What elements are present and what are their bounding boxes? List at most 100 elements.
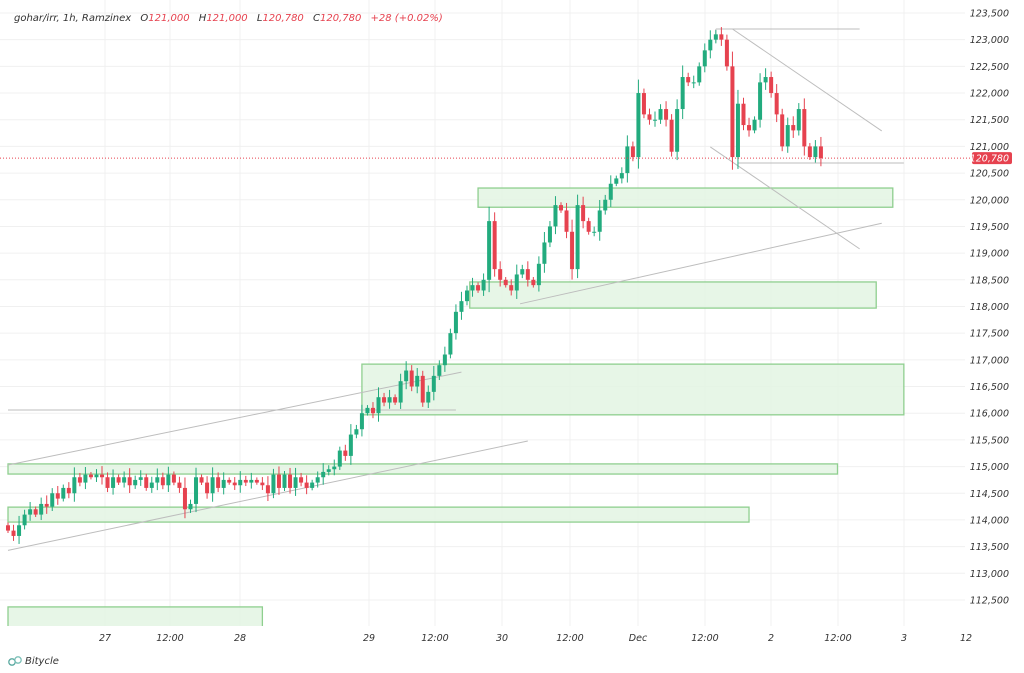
candle-up [547, 226, 552, 243]
candle-up [61, 487, 66, 499]
y-tick-label: 123,500 [970, 9, 1009, 20]
candle-down [144, 477, 149, 488]
y-tick-label: 116,000 [970, 409, 1009, 420]
candle-up [431, 375, 436, 392]
candle-down [343, 450, 348, 456]
candle-up [293, 477, 298, 488]
candle-up [210, 477, 215, 494]
candle-down [393, 397, 398, 403]
candle-up [470, 285, 475, 291]
candle-down [127, 477, 132, 486]
candle-up [315, 477, 320, 483]
x-tick-label: 29 [363, 633, 375, 644]
candle-down [664, 109, 669, 120]
candle-up [404, 370, 409, 382]
y-tick-label: 116,500 [970, 382, 1009, 393]
candle-up [785, 125, 790, 147]
candle-up [249, 479, 254, 483]
y-tick-label: 121,500 [970, 115, 1009, 126]
candle-down [88, 474, 93, 478]
candle-up [520, 269, 525, 275]
candle-down [630, 146, 635, 158]
candle-up [155, 477, 160, 483]
candle-down [724, 39, 729, 67]
low-key: L [256, 13, 263, 24]
candle-up [758, 82, 763, 120]
candle-up [354, 429, 359, 435]
candle-down [509, 285, 514, 291]
candle-up [94, 474, 99, 478]
candle-up [376, 397, 381, 414]
y-tick-label: 114,000 [970, 515, 1009, 526]
candle-down [581, 205, 586, 222]
candle-up [39, 503, 44, 515]
trend-line [732, 28, 883, 132]
bitycle-logo-icon [8, 656, 22, 666]
low-value: 120,780 [262, 13, 304, 24]
candle-down [586, 221, 591, 232]
candle-up [221, 479, 226, 488]
x-tick-label: 12:00 [824, 633, 851, 644]
candle-down [420, 375, 425, 403]
candle-down [791, 125, 796, 131]
candle-up [22, 514, 27, 526]
y-tick-label: 115,500 [970, 435, 1009, 446]
candle-up [282, 474, 287, 488]
candle-up [763, 77, 768, 83]
high-key: H [198, 13, 207, 24]
support-resistance-zone [7, 463, 839, 475]
candle-down [100, 474, 105, 478]
candle-up [321, 471, 326, 478]
x-tick-label: 3 [901, 633, 907, 644]
candle-up [514, 274, 519, 291]
candle-down [216, 477, 221, 488]
candle-down [160, 477, 165, 486]
candle-up [188, 503, 193, 510]
last-price-label: 120,780 [970, 154, 1009, 165]
y-tick-label: 112,500 [970, 595, 1009, 606]
candle-down [66, 487, 71, 494]
x-tick-label: 12 [960, 633, 972, 644]
candle-up [608, 183, 613, 200]
candle-down [232, 482, 237, 486]
candle-down [199, 477, 204, 483]
candle-down [6, 525, 10, 531]
candle-up [448, 333, 453, 355]
candle-up [487, 221, 492, 280]
candle-up [553, 205, 558, 227]
y-tick-label: 120,000 [970, 195, 1009, 206]
candle-down [570, 231, 575, 270]
candle-up [348, 434, 353, 456]
candle-up [481, 279, 486, 291]
candle-down [741, 103, 746, 126]
candle-down [686, 77, 691, 83]
candle-down [205, 482, 210, 494]
candle-down [116, 477, 121, 483]
candle-up [592, 231, 597, 233]
candle-down [409, 370, 414, 387]
candle-up [194, 477, 199, 504]
open-key: O [140, 13, 149, 24]
last-price-tag [972, 152, 1012, 165]
y-tick-label: 119,500 [970, 222, 1009, 233]
candle-up [691, 82, 696, 84]
candle-up [437, 365, 442, 376]
x-tick-label: 30 [496, 633, 508, 644]
candle-up [387, 397, 392, 403]
candle-up [122, 477, 127, 483]
candle-down [44, 503, 49, 507]
trend-line [710, 146, 860, 250]
candle-up [326, 469, 331, 472]
candle-down [265, 485, 270, 494]
candle-up [636, 93, 641, 158]
candle-down [177, 482, 182, 488]
candle-down [382, 397, 387, 403]
candle-down [260, 482, 265, 486]
y-tick-label: 114,500 [970, 489, 1009, 500]
y-tick-label: 117,000 [970, 355, 1009, 366]
candle-down [11, 530, 16, 536]
candle-down [55, 493, 60, 499]
trend-line [7, 371, 462, 466]
y-tick-label: 120,500 [970, 169, 1009, 180]
